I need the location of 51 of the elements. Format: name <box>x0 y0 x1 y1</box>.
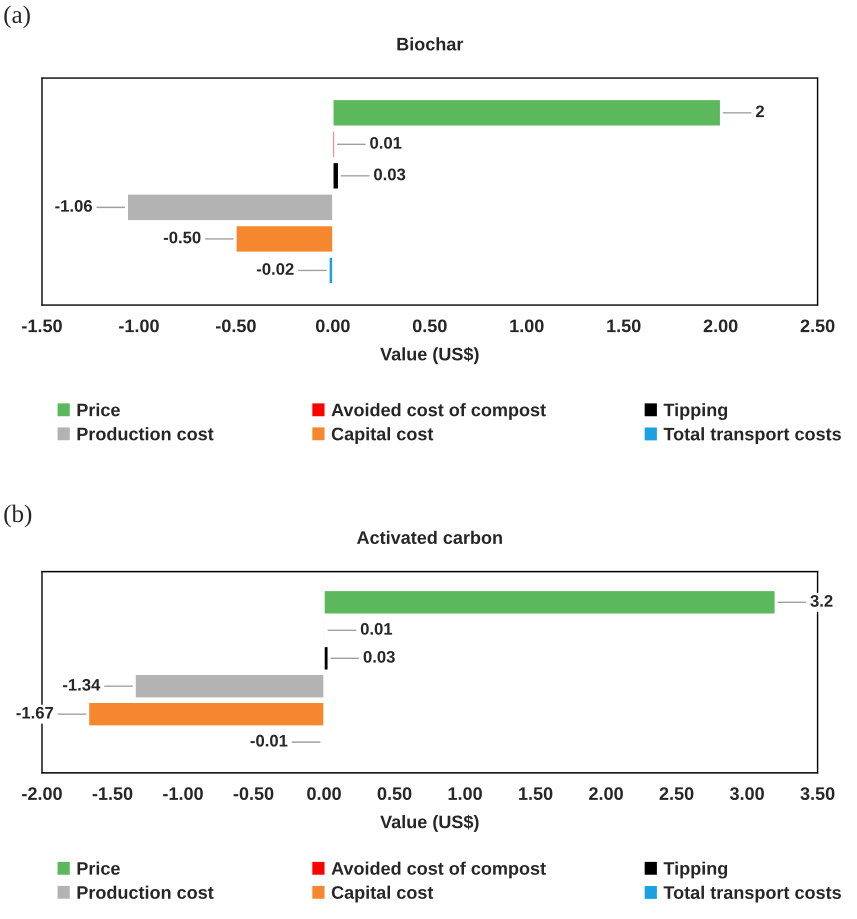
data-label: 3.2 <box>810 595 832 607</box>
x-tick-label: 1.00 <box>510 319 544 332</box>
data-label: -0.01 <box>250 734 288 747</box>
data-label: 0.01 <box>360 622 392 635</box>
x-tick-label: 0.00 <box>316 319 350 332</box>
legend-label: Price <box>78 403 120 416</box>
x-tick-label: 1.00 <box>448 787 482 800</box>
data-label: -1.67 <box>16 706 54 719</box>
x-axis-title: Value (US$) <box>380 814 479 832</box>
legend-label: Capital cost <box>332 886 434 902</box>
data-label: -0.02 <box>256 263 294 275</box>
x-tick-label: 2.50 <box>800 319 834 332</box>
data-label: -1.34 <box>63 678 100 691</box>
x-tick-label: -1.50 <box>22 319 62 332</box>
legend-label: Avoided cost of compost <box>332 862 546 878</box>
x-tick-label: 2.00 <box>589 787 623 800</box>
data-label: 0.03 <box>374 168 406 180</box>
legend-label: Capital cost <box>332 427 434 444</box>
x-tick-label: -1.50 <box>92 787 132 800</box>
chart-title: Biochar <box>397 37 464 51</box>
legend-label: Production cost <box>78 427 214 440</box>
legend-label: Tipping <box>664 403 728 420</box>
data-label: 2 <box>756 105 764 118</box>
legend-label: Total transport costs <box>664 427 841 444</box>
x-tick-label: 0.00 <box>307 787 341 800</box>
x-tick-label: 3.00 <box>730 787 764 800</box>
legend-label: Price <box>78 862 120 875</box>
text: (a) <box>4 6 30 28</box>
chart-title: Activated carbon <box>356 530 502 544</box>
legend-label: Avoided cost of compost <box>332 403 546 420</box>
x-tick-label: 2.50 <box>660 787 694 800</box>
data-label: 0.01 <box>370 136 402 149</box>
x-tick-label: 0.50 <box>412 319 447 332</box>
x-tick-label: -1.00 <box>119 319 159 332</box>
x-tick-label: 3.50 <box>800 787 834 800</box>
x-tick-label: -0.50 <box>216 319 256 332</box>
x-tick-label: -2.00 <box>22 787 62 800</box>
data-label: -0.50 <box>164 232 200 244</box>
x-axis-title: Value (US$) <box>380 346 479 364</box>
x-tick-label: -1.00 <box>163 787 203 800</box>
x-tick-label: 0.50 <box>378 787 412 800</box>
x-tick-label: 1.50 <box>607 319 641 332</box>
data-label: 0.03 <box>364 650 395 663</box>
x-tick-label: -0.50 <box>234 787 274 800</box>
legend-label: Tipping <box>664 862 728 878</box>
legend-label: Production cost <box>78 886 214 899</box>
legend-label: Total transport costs <box>664 886 841 903</box>
text: (b) <box>4 504 32 528</box>
x-tick-label: 1.50 <box>519 787 552 800</box>
x-tick-label: 2.00 <box>704 319 738 332</box>
data-label: -1.06 <box>55 200 92 212</box>
